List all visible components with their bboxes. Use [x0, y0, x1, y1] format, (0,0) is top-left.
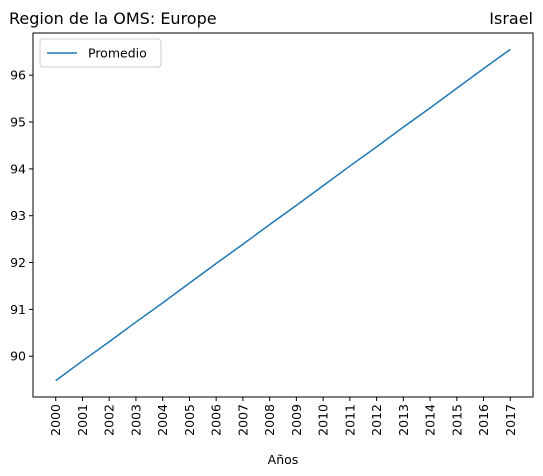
plot-frame: [32, 32, 534, 398]
x-tick-label: 2004: [155, 404, 170, 436]
x-tick-label: 2013: [396, 404, 411, 436]
x-tick-label: 2002: [102, 404, 117, 436]
x-tick-label: 2015: [449, 404, 464, 436]
x-tick-label: 2017: [503, 404, 518, 436]
x-tick-label: 2003: [128, 404, 143, 436]
series-layer: [55, 48, 511, 382]
x-tick-label: 2014: [423, 404, 438, 436]
x-tick-label: 2006: [209, 404, 224, 436]
y-tick-label: 96: [10, 68, 26, 83]
x-tick-label: 2009: [289, 404, 304, 436]
y-tick-label: 94: [10, 161, 26, 176]
axis-ticks: 2000 2001 2002 2003 2004 2005 2006 2007 2008 2009…: [10, 68, 518, 436]
y-tick-label: 91: [10, 302, 26, 317]
x-tick-label: 2016: [476, 404, 491, 436]
x-tick-label: 2012: [369, 404, 384, 436]
x-axis-label: Años: [268, 452, 299, 467]
series-line-0: [55, 48, 511, 382]
y-tick-label: 95: [10, 115, 26, 130]
y-tick-label: 90: [10, 349, 26, 364]
x-tick-label: 2010: [316, 404, 331, 436]
legend-box: [39, 38, 162, 68]
x-tick-label: 2008: [262, 404, 277, 436]
chart-title-right: Israel: [489, 9, 533, 28]
x-tick-label: 2007: [235, 404, 250, 436]
y-tick-label: 92: [10, 255, 26, 270]
x-tick-label: 2005: [182, 404, 197, 436]
x-tick-label: 2011: [342, 404, 357, 436]
legend: Promedio: [39, 38, 162, 68]
legend-label-promedio: Promedio: [88, 46, 147, 61]
x-tick-label: 2000: [48, 404, 63, 436]
y-tick-label: 93: [10, 208, 26, 223]
x-tick-label: 2001: [75, 404, 90, 436]
chart-title-left: Region de la OMS: Europe: [9, 9, 217, 28]
